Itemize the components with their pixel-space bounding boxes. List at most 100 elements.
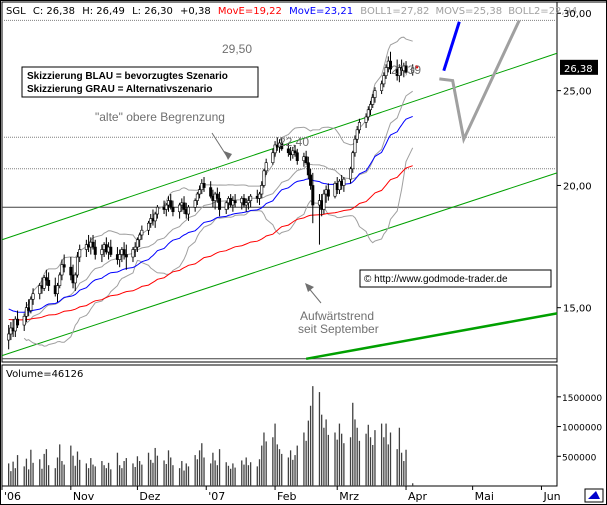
- candle-body: [42, 277, 46, 289]
- candle-body: [16, 318, 20, 326]
- candle-body: [404, 65, 408, 73]
- uptrend-arrowhead: [305, 283, 314, 292]
- candle-body: [22, 315, 26, 326]
- candle-body: [100, 249, 104, 255]
- copyright-frame: [359, 269, 552, 288]
- candle-body: [178, 204, 182, 213]
- moving-average-red: [8, 165, 413, 321]
- volume-tick-label: 500000: [562, 453, 597, 463]
- candle-body: [271, 152, 275, 164]
- candle-body: [118, 254, 122, 260]
- last-price-box: [560, 59, 598, 75]
- candle-body: [311, 185, 315, 206]
- copyright-text: © http://www.godmode-trader.de: [364, 274, 508, 285]
- candle-body: [109, 246, 113, 255]
- scenario-blue-line: [442, 21, 461, 72]
- candle-body: [384, 67, 388, 76]
- candle-body: [304, 156, 308, 164]
- candle-body: [260, 185, 264, 195]
- uptrend-label-2: seit September: [298, 322, 379, 336]
- candle-body: [224, 202, 228, 210]
- x-tick-label: Feb: [277, 490, 296, 503]
- header-movs: MOVS=25,38: [436, 6, 503, 17]
- price-axis: 15,00 20,00 25,00 30,00: [557, 9, 592, 315]
- candle-body: [262, 170, 266, 186]
- candle-body: [140, 229, 144, 236]
- candle-body: [258, 193, 262, 199]
- candle-body: [75, 256, 79, 276]
- candle-body: [91, 241, 95, 248]
- candle-body: [147, 222, 151, 231]
- candle-body: [7, 333, 11, 341]
- candle-body: [215, 193, 219, 199]
- bollinger-middle: [23, 90, 413, 326]
- header-symbol: SGL: [6, 6, 26, 17]
- scenario-gray-line: [439, 19, 521, 145]
- candle-body: [155, 206, 159, 215]
- candle-body: [62, 264, 66, 268]
- legend-box: Skizzierung BLAU = bevorzugtes Szenario …: [21, 66, 259, 98]
- candle-body: [357, 122, 361, 131]
- candle-body: [280, 142, 284, 150]
- candle-body: [388, 60, 392, 70]
- x-tick-label: Nov: [73, 490, 95, 503]
- candle-body: [371, 97, 375, 105]
- candle-body: [309, 174, 313, 186]
- candle-body: [209, 187, 213, 197]
- last-price-label: 26,38: [564, 64, 593, 75]
- candle-body: [218, 198, 222, 210]
- header-boll1: BOLL1=27,82: [360, 6, 429, 17]
- candle-body: [164, 204, 168, 210]
- scroll-arrow-shape[interactable]: [588, 491, 600, 499]
- candle-body: [273, 144, 277, 154]
- candle-body: [242, 198, 246, 206]
- candle-body: [351, 152, 355, 170]
- copyright-box: © http://www.godmode-trader.de: [359, 269, 552, 288]
- price-tick-label: 30,00: [563, 9, 592, 20]
- trend-line-lower: [1, 172, 558, 357]
- last-price-marker: [415, 65, 419, 69]
- volume-tick-label: 1500000: [562, 394, 602, 404]
- candle-body: [326, 189, 330, 197]
- candle-body: [195, 193, 199, 201]
- candle-body: [306, 162, 310, 176]
- candle-body: [244, 202, 248, 206]
- candle-body: [198, 189, 202, 195]
- candle-body: [342, 178, 346, 186]
- candle-body: [31, 293, 35, 300]
- candle-body: [73, 274, 77, 284]
- candle-body: [47, 279, 51, 286]
- legend-line-gray: Skizzierung GRAU = Alternativszenario: [27, 84, 213, 95]
- candle-body: [380, 83, 384, 91]
- candle-body: [322, 193, 326, 210]
- candlestick-series: [7, 51, 415, 350]
- candle-body: [38, 285, 42, 295]
- candle-body: [249, 195, 253, 201]
- scenario-sketches: [415, 19, 521, 145]
- price-tick-label: 25,00: [563, 87, 592, 98]
- candle-body: [55, 285, 59, 295]
- scroll-arrow-icon[interactable]: [584, 488, 604, 503]
- header-high: H: 26,49: [82, 6, 125, 17]
- candle-body: [193, 200, 197, 208]
- candle-body: [60, 264, 64, 276]
- candle-body: [286, 148, 290, 154]
- candle-body: [135, 239, 139, 248]
- level-2240-label: 22,40: [279, 135, 309, 149]
- price-tick-label: 15,00: [563, 304, 592, 315]
- candle-body: [29, 298, 33, 311]
- x-tick-label: Apr: [408, 490, 428, 503]
- header-boll2: BOLL2=22,94: [508, 6, 577, 17]
- header-close: C: 26,38: [33, 6, 75, 17]
- last-price-tag: 26,38: [560, 59, 598, 75]
- candle-body: [397, 67, 401, 76]
- x-tick-label: Jun: [542, 490, 560, 503]
- price-header: SGL C: 26,38 H: 26,49 L: 26,30 +0,38 Mov…: [6, 6, 577, 17]
- candle-body: [124, 254, 128, 258]
- header-move2: MovE=23,21: [289, 6, 353, 17]
- candle-body: [131, 249, 135, 258]
- candle-body: [133, 246, 137, 250]
- uptrend-label-1: Aufwärtstrend: [300, 309, 374, 323]
- candle-body: [264, 162, 268, 172]
- x-tick-label: '06: [4, 490, 21, 503]
